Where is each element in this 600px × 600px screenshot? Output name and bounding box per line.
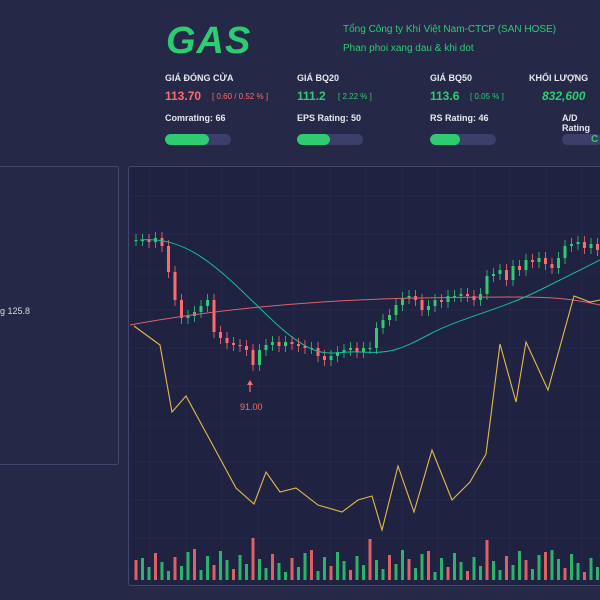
close-price-change: [ 0.60 / 0.52 % ]	[212, 92, 269, 101]
rs-rating-label: RS Rating: 46	[430, 113, 489, 123]
eps-rating-bar-fill	[297, 134, 330, 145]
volume-label: KHỐI LƯỢNG	[529, 73, 589, 83]
comrating-bar-fill	[165, 134, 209, 145]
eps-rating-bar	[297, 134, 363, 145]
sector-name: Phan phoi xang dau & khi dot	[343, 43, 474, 54]
rs-rating-bar	[430, 134, 496, 145]
price-chart-frame	[128, 166, 600, 586]
comrating-label: Comrating: 66	[165, 113, 226, 123]
ma50-change: [ 0.05 % ]	[470, 92, 504, 101]
ma20-change: [ 2.22 % ]	[338, 92, 372, 101]
eps-rating-label: EPS Rating: 50	[297, 113, 362, 123]
volume-value: 832,600	[542, 89, 586, 103]
ad-rating-label: A/D Rating	[562, 113, 590, 133]
ticker-symbol: GAS	[166, 20, 252, 62]
ma50-value: 113.6	[430, 89, 460, 103]
ma20-value: 111.2	[297, 89, 326, 103]
comrating-bar	[165, 134, 231, 145]
left-panel-note: g 125.8	[0, 306, 31, 316]
left-info-panel	[0, 166, 119, 465]
close-price-value: 113.70	[165, 89, 202, 103]
rs-rating-bar-fill	[430, 134, 461, 145]
close-price-label: GIÁ ĐÓNG CỬA	[165, 73, 234, 83]
ma50-label: GIÁ BQ50	[430, 73, 473, 83]
ad-rating-letter: C	[591, 134, 599, 145]
ma20-label: GIÁ BQ20	[297, 73, 340, 83]
company-name: Tổng Công ty Khí Việt Nam-CTCP (SAN HOSE…	[343, 24, 557, 35]
ad-rating-bar: C	[562, 134, 600, 145]
